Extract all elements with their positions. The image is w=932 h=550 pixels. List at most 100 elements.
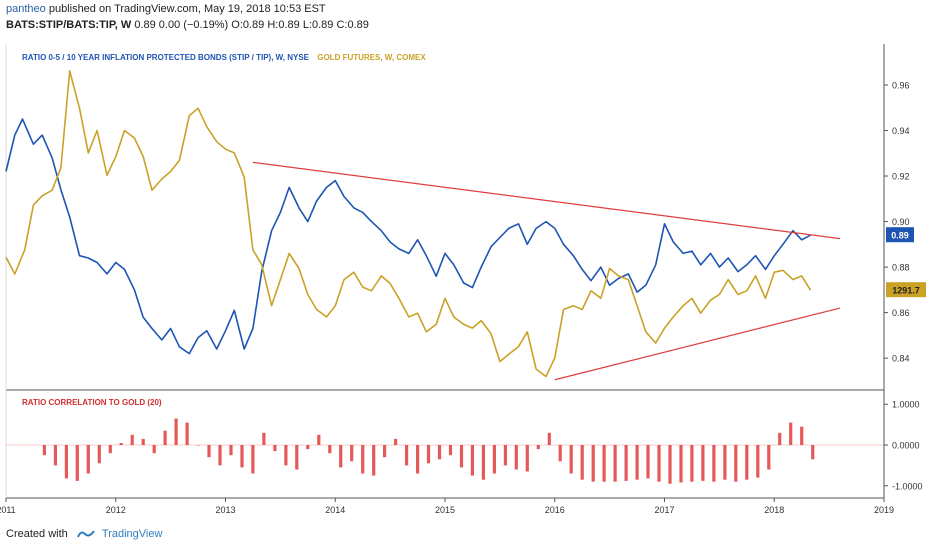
correlation-bar bbox=[525, 445, 529, 472]
correlation-bar bbox=[811, 445, 815, 460]
correlation-bar bbox=[218, 445, 222, 466]
correlation-bars bbox=[6, 418, 884, 484]
correlation-bar bbox=[119, 443, 123, 445]
correlation-bar bbox=[679, 445, 683, 483]
chart-svg[interactable]: 0.84 0.86 0.88 0.90 0.92 0.94 0.96 1.0000 0.0000… bbox=[0, 0, 932, 520]
correlation-bar bbox=[778, 432, 782, 445]
time-tick-label: 2019 bbox=[874, 505, 894, 515]
correlation-tick-label: 0.0000 bbox=[892, 441, 920, 451]
trendline-lower bbox=[554, 307, 841, 381]
correlation-bar bbox=[108, 445, 112, 454]
correlation-bar bbox=[152, 445, 156, 454]
correlation-bar bbox=[503, 445, 507, 466]
correlation-bar bbox=[130, 434, 134, 445]
correlation-bar bbox=[613, 445, 617, 482]
correlation-bar bbox=[635, 445, 639, 480]
correlation-bar bbox=[459, 445, 464, 468]
publish-line: pantheo published on TradingView.com, Ma… bbox=[6, 3, 326, 15]
correlation-bar bbox=[240, 445, 244, 468]
published-text: published on TradingView.com, May 19, 20… bbox=[48, 3, 326, 15]
correlation-bar bbox=[690, 445, 694, 482]
ratio-price-tag-text: 0.89 bbox=[891, 231, 909, 241]
main-pane-lines bbox=[5, 70, 812, 378]
correlation-bar bbox=[372, 445, 376, 476]
correlation-bar bbox=[580, 445, 584, 480]
correlation-bar bbox=[339, 445, 343, 468]
correlation-bar bbox=[306, 445, 310, 450]
correlation-bar bbox=[558, 445, 562, 462]
correlation-bar bbox=[328, 445, 332, 454]
time-tick-label: 2018 bbox=[764, 505, 784, 515]
correlation-bar bbox=[800, 426, 804, 445]
ratio-price-tag bbox=[886, 227, 914, 243]
price-tags: 0.89 1291.7 bbox=[886, 227, 926, 298]
correlation-bar bbox=[394, 438, 398, 445]
price-axis: 0.84 0.86 0.88 0.90 0.92 0.94 0.96 1.0000 0.0000… bbox=[884, 80, 923, 491]
trendlines bbox=[252, 161, 841, 381]
correlation-bar bbox=[723, 445, 727, 480]
chart-legend: RATIO 0-5 / 10 YEAR INFLATION PROTECTED … bbox=[22, 53, 426, 62]
correlation-bar bbox=[789, 422, 793, 445]
correlation-bar bbox=[273, 445, 277, 452]
price-tick-label: 0.88 bbox=[892, 263, 910, 273]
correlation-bar bbox=[492, 445, 496, 474]
author-link[interactable]: pantheo bbox=[6, 3, 46, 15]
correlation-bar bbox=[361, 445, 365, 474]
correlation-bar bbox=[701, 445, 705, 481]
price-tick-label: 0.84 bbox=[892, 354, 910, 364]
correlation-bar bbox=[251, 445, 255, 474]
correlation-bar bbox=[383, 445, 387, 458]
time-axis: 2011 2012 2013 2014 2015 2016 2017 2018 2019 bbox=[0, 498, 894, 515]
time-tick-label: 2017 bbox=[654, 505, 674, 515]
correlation-bar bbox=[536, 445, 540, 450]
correlation-bar bbox=[734, 445, 738, 482]
time-tick-label: 2016 bbox=[545, 505, 565, 515]
correlation-bar bbox=[514, 445, 518, 470]
gold-series-line bbox=[5, 70, 812, 378]
correlation-bar bbox=[767, 445, 771, 470]
price-tick-label: 0.90 bbox=[892, 217, 910, 227]
correlation-bar bbox=[569, 445, 573, 474]
correlation-bar bbox=[668, 445, 672, 484]
symbol-quote-line: BATS:STIP/BATS:TIP, W 0.89 0.00 (−0.19%)… bbox=[6, 19, 369, 31]
correlation-bar bbox=[547, 432, 551, 445]
time-tick-label: 2015 bbox=[435, 505, 455, 515]
symbol-label[interactable]: BATS:STIP/BATS:TIP, W bbox=[6, 19, 132, 31]
correlation-bar bbox=[602, 445, 606, 482]
correlation-bar bbox=[163, 430, 167, 445]
correlation-bar bbox=[64, 445, 68, 479]
correlation-bar bbox=[75, 445, 79, 481]
correlation-bar bbox=[470, 445, 474, 476]
correlation-bar bbox=[745, 445, 749, 480]
time-tick-label: 2013 bbox=[215, 505, 235, 515]
correlation-bar bbox=[97, 445, 101, 464]
quote-values: 0.89 0.00 (−0.19%) O:0.89 H:0.89 L:0.89 … bbox=[134, 19, 369, 31]
created-with-text: Created with bbox=[6, 528, 68, 540]
legend-gold[interactable]: GOLD FUTURES, W, COMEX bbox=[317, 53, 426, 62]
tradingview-brand[interactable]: TradingView bbox=[101, 528, 163, 540]
correlation-bar bbox=[53, 445, 57, 466]
time-tick-label: 2012 bbox=[106, 505, 126, 515]
price-tick-label: 0.94 bbox=[892, 126, 910, 136]
indicator-title[interactable]: RATIO CORRELATION TO GOLD (20) bbox=[22, 398, 162, 407]
correlation-bar bbox=[657, 445, 661, 482]
ratio-series-line bbox=[5, 118, 811, 355]
correlation-bar bbox=[756, 445, 760, 478]
correlation-bar bbox=[229, 445, 233, 456]
chart-frame bbox=[5, 44, 885, 499]
correlation-bar bbox=[591, 445, 595, 482]
price-tick-label: 0.96 bbox=[892, 80, 910, 90]
correlation-bar bbox=[207, 445, 211, 458]
correlation-bar bbox=[712, 445, 716, 482]
price-tick-label: 0.92 bbox=[892, 172, 910, 182]
correlation-tick-label: 1.0000 bbox=[892, 400, 920, 410]
correlation-bar bbox=[141, 438, 145, 445]
legend-ratio[interactable]: RATIO 0-5 / 10 YEAR INFLATION PROTECTED … bbox=[22, 53, 309, 62]
price-tick-label: 0.86 bbox=[892, 308, 910, 318]
correlation-bar bbox=[350, 445, 354, 462]
footer: Created with TradingView bbox=[6, 528, 162, 543]
tradingview-logo-icon[interactable] bbox=[76, 528, 95, 543]
correlation-bar bbox=[416, 445, 420, 474]
correlation-bar bbox=[405, 445, 409, 466]
